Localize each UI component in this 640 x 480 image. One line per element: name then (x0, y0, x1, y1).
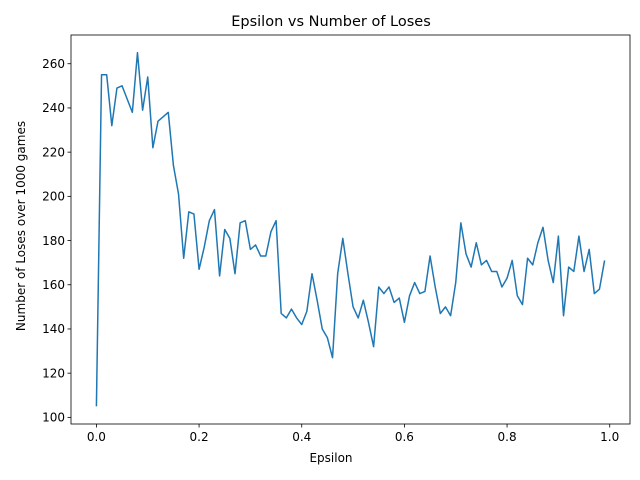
y-tick-label: 160 (42, 278, 65, 292)
ticks: 0.0 0.2 0.4 0.6 0.8 1.0 100 120 140 160 180 200 220 2… (42, 57, 619, 444)
y-tick-label: 120 (42, 366, 65, 380)
y-axis-label: Number of Loses over 1000 games (14, 121, 28, 331)
y-tick-label: 240 (42, 101, 65, 115)
y-tick-label: 140 (42, 322, 65, 336)
y-tick-label: 220 (42, 145, 65, 159)
x-tick-label: 0.8 (498, 430, 517, 444)
chart-title: Epsilon vs Number of Loses (231, 14, 431, 30)
y-tick-label: 100 (42, 411, 65, 425)
series-layer (95, 51, 606, 407)
x-tick-label: 0.4 (292, 430, 311, 444)
series-line (95, 51, 606, 407)
y-tick-label: 200 (42, 190, 65, 204)
plot-frame (70, 34, 631, 425)
x-tick-label: 1.0 (600, 430, 619, 444)
x-tick-label: 0.6 (395, 430, 414, 444)
x-tick-label: 0.0 (87, 430, 106, 444)
y-tick-label: 260 (42, 57, 65, 71)
x-tick-label: 0.2 (190, 430, 209, 444)
y-tick-label: 180 (42, 234, 65, 248)
x-axis-label: Epsilon (309, 451, 352, 465)
